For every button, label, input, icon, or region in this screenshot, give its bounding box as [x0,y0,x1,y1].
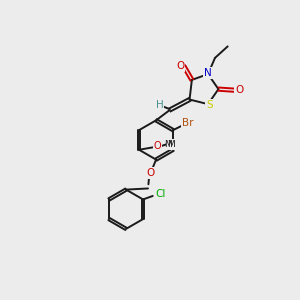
Text: O: O [235,85,243,95]
Text: O: O [176,61,184,71]
Text: M: M [164,140,172,149]
Text: O: O [146,168,154,178]
Text: M: M [167,140,175,149]
Text: O: O [154,141,161,151]
Text: Br: Br [182,118,194,128]
Text: Cl: Cl [155,189,166,199]
Text: H: H [156,100,164,110]
Text: N: N [204,68,212,78]
Text: S: S [206,100,212,110]
